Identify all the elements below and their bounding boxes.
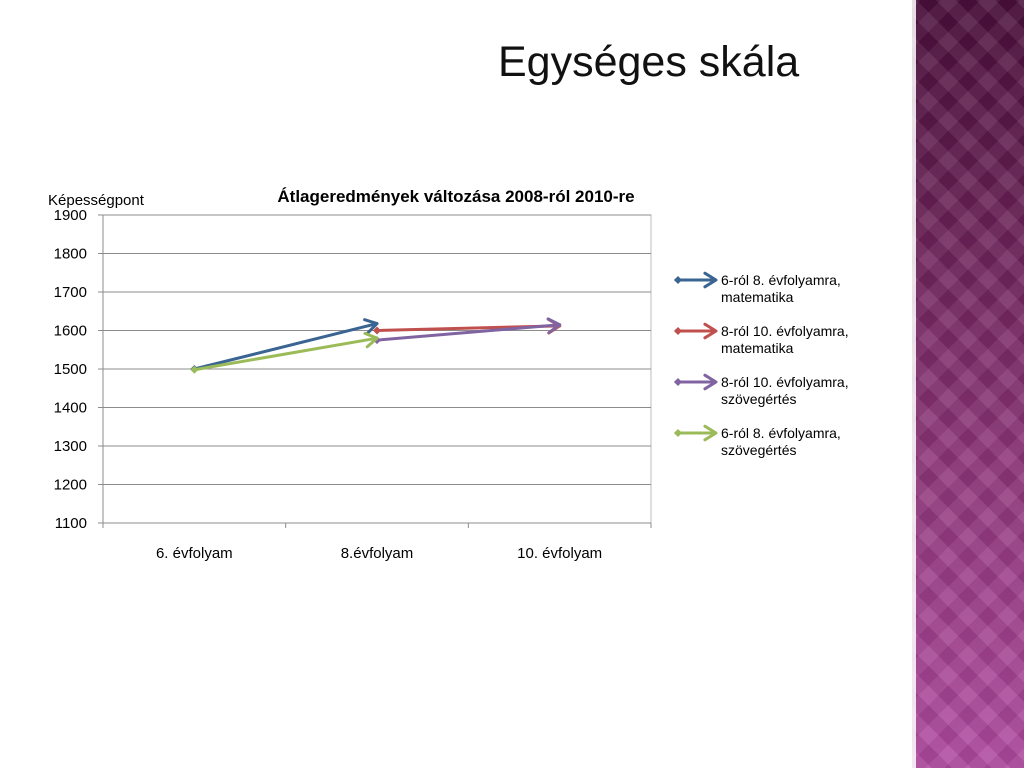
y-tick-label: 1500 (54, 361, 87, 378)
grid-lines (102, 214, 652, 524)
legend-arrow (703, 271, 718, 289)
y-tick-label: 1100 (55, 515, 87, 532)
series-point (373, 326, 381, 335)
x-tick-label: 6. évfolyam (156, 545, 233, 562)
y-tick-label: 1400 (54, 400, 87, 417)
legend-arrow (703, 373, 718, 391)
legend: 6-ról 8. évfolyamra, matematika 8-ról 10. … (674, 271, 849, 458)
decorative-side-band (912, 0, 1024, 768)
series-3 (373, 317, 562, 345)
series-4 (190, 331, 379, 374)
series-arrow-point (363, 331, 379, 349)
legend-arrow (703, 322, 718, 340)
chart-title: Átlageredmények változása 2008-ról 2010-… (277, 187, 634, 206)
legend-label: 6-ról 8. évfolyamra, matematika (721, 272, 841, 305)
series-line (192, 336, 379, 372)
series-line (192, 322, 379, 371)
legend-entry: 6-ról 8. évfolyamra, szövegértés (674, 424, 841, 458)
y-tick-label: 1700 (54, 284, 87, 301)
y-tick-label: 1200 (54, 477, 87, 494)
legend-label: 8-ról 10. évfolyamra, szövegértés (721, 374, 849, 407)
legend-entry: 8-ról 10. évfolyamra, matematika (674, 322, 849, 356)
x-tick-label: 10. évfolyam (517, 545, 602, 562)
series-arrow-point (363, 318, 379, 335)
x-tick-label: 8.évfolyam (341, 545, 414, 562)
y-tick-label: 1600 (54, 323, 87, 340)
series-layer (190, 317, 562, 374)
y-tick-label: 1800 (54, 246, 87, 263)
legend-entry: 6-ról 8. évfolyamra, matematika (674, 271, 841, 305)
legend-label: 8-ról 10. évfolyamra, matematika (721, 323, 849, 356)
legend-label: 6-ról 8. évfolyamra, szövegértés (721, 425, 841, 458)
slide-title: Egységes skála (498, 38, 800, 86)
y-tick-label: 1300 (54, 438, 87, 455)
series-arrow-point (546, 317, 562, 334)
axes: 1100 1200 1300 1400 1500 1600 1700 1800 1900 6. é… (54, 207, 652, 562)
legend-marker (674, 276, 682, 284)
series-point (190, 365, 199, 374)
legend-entry: 8-ról 10. évfolyamra, szövegértés (674, 373, 849, 407)
y-tick-label: 1900 (54, 207, 87, 224)
legend-marker (674, 327, 682, 335)
series-line (375, 323, 562, 342)
legend-marker (674, 429, 682, 437)
y-axis-label: Képességpont (48, 192, 145, 209)
legend-marker (674, 378, 682, 386)
legend-arrow (703, 424, 718, 442)
